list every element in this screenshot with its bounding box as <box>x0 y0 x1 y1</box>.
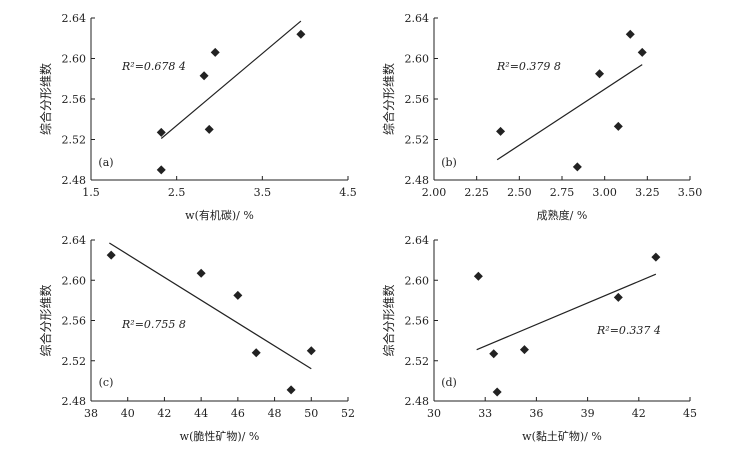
data-point <box>286 385 296 395</box>
data-point <box>572 162 582 172</box>
x-tick-label: 46 <box>231 407 245 420</box>
y-tick-label: 2.52 <box>405 355 430 368</box>
y-axis-title: 综合分形维数 <box>38 63 53 135</box>
x-tick-label: 3.00 <box>592 186 617 199</box>
x-tick-label: 1.5 <box>82 186 100 199</box>
panel-label: (b) <box>441 156 457 169</box>
y-tick-label: 2.60 <box>405 53 430 66</box>
data-point <box>489 349 499 359</box>
trendline <box>496 64 643 161</box>
x-tick-label: 30 <box>427 407 441 420</box>
panel-label: (d) <box>441 376 457 389</box>
x-tick-label: 2.00 <box>422 186 447 199</box>
data-point <box>473 271 483 281</box>
data-point <box>251 348 261 358</box>
x-tick-label: 42 <box>157 407 171 420</box>
x-axis-title: 成熟度/ % <box>537 208 588 222</box>
data-point <box>210 47 220 57</box>
panel-b: 2.00 2.25 2.50 2.75 3.00 3.25 3.50 2.48 2.52 2.56… <box>381 12 702 222</box>
y-tick-label: 2.48 <box>405 395 430 408</box>
y-tick-label: 2.56 <box>405 93 430 106</box>
x-tick-label: 2.5 <box>168 186 186 199</box>
data-point <box>613 292 623 302</box>
r-squared-label: R²=0.755 8 <box>121 318 186 331</box>
data-point <box>156 165 166 175</box>
y-tick-label: 2.56 <box>62 93 87 106</box>
y-tick-label: 2.64 <box>405 234 430 247</box>
y-tick-label: 2.64 <box>405 12 430 25</box>
data-point <box>204 124 214 134</box>
data-point <box>613 121 623 131</box>
x-tick-label: 3.25 <box>635 186 660 199</box>
panel-label: (a) <box>98 156 113 169</box>
y-tick-label: 2.48 <box>62 174 87 187</box>
y-axis-title: 综合分形维数 <box>38 284 53 356</box>
data-point <box>496 126 506 136</box>
y-tick-label: 2.60 <box>62 274 87 287</box>
y-tick-label: 2.52 <box>405 134 430 147</box>
y-tick-label: 2.60 <box>62 53 87 66</box>
data-point <box>519 345 529 355</box>
x-axis-title: w(黏土矿物)/ % <box>522 429 602 443</box>
y-tick-label: 2.56 <box>405 315 430 328</box>
data-point <box>106 250 116 260</box>
data-point <box>651 252 661 262</box>
x-axis-title: w(有机碳)/ % <box>185 208 254 222</box>
x-tick-label: 2.50 <box>507 186 532 199</box>
y-tick-label: 2.52 <box>62 134 87 147</box>
y-tick-label: 2.64 <box>62 234 87 247</box>
data-point <box>625 29 635 39</box>
y-axis-title: 综合分形维数 <box>381 63 396 135</box>
x-tick-label: 36 <box>529 407 543 420</box>
y-axis-title: 综合分形维数 <box>381 284 396 356</box>
x-tick-label: 45 <box>683 407 697 420</box>
panel-a: 1.5 2.5 3.5 4.5 2.48 2.52 2.56 2.60 2.64 综合分形维数 w(… <box>38 12 357 222</box>
data-point <box>233 290 243 300</box>
y-tick-label: 2.48 <box>405 174 430 187</box>
x-tick-label: 3.5 <box>254 186 272 199</box>
y-tick-label: 2.52 <box>62 355 87 368</box>
x-tick-label: 40 <box>121 407 135 420</box>
trendline <box>109 242 312 370</box>
panel-d: 30 33 36 39 42 45 2.48 2.52 2.56 2.60 2.64 综合分形维数 w(… <box>381 234 697 443</box>
x-tick-label: 44 <box>194 407 208 420</box>
x-tick-label: 4.5 <box>339 186 357 199</box>
data-point <box>492 387 502 397</box>
y-tick-label: 2.64 <box>62 12 87 25</box>
data-point <box>196 268 206 278</box>
data-point <box>595 69 605 79</box>
panel-c: 38 40 42 44 46 48 50 52 2.48 2.52 2.56 2.60 2.64 综合分形… <box>38 234 355 443</box>
trendline <box>476 273 657 351</box>
r-squared-label: R²=0.678 4 <box>121 60 186 73</box>
x-tick-label: 48 <box>268 407 282 420</box>
x-tick-label: 2.75 <box>550 186 575 199</box>
x-tick-label: 50 <box>304 407 318 420</box>
x-tick-label: 33 <box>478 407 492 420</box>
x-tick-label: 42 <box>632 407 646 420</box>
r-squared-label: R²=0.337 4 <box>596 324 661 337</box>
x-tick-label: 2.25 <box>464 186 489 199</box>
x-tick-label: 3.50 <box>678 186 703 199</box>
y-tick-label: 2.60 <box>405 274 430 287</box>
x-tick-label: 38 <box>84 407 98 420</box>
trendline <box>160 20 302 139</box>
data-point <box>306 346 316 356</box>
data-point <box>637 47 647 57</box>
y-tick-label: 2.48 <box>62 395 87 408</box>
data-point <box>296 29 306 39</box>
r-squared-label: R²=0.379 8 <box>496 60 561 73</box>
x-axis-title: w(脆性矿物)/ % <box>180 429 260 443</box>
x-tick-label: 52 <box>341 407 355 420</box>
x-tick-label: 39 <box>581 407 595 420</box>
panel-label: (c) <box>99 376 114 389</box>
data-point <box>156 127 166 137</box>
data-point <box>199 71 209 81</box>
y-tick-label: 2.56 <box>62 315 87 328</box>
